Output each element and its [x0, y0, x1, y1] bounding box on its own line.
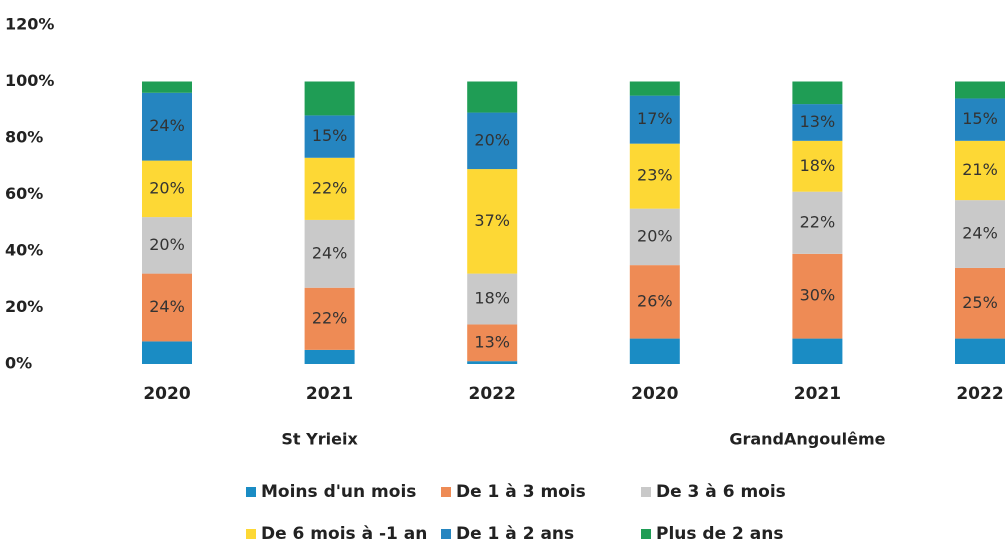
legend-swatch [441, 529, 451, 539]
bar-segment [792, 338, 843, 364]
x-tick-label: 2021 [306, 384, 353, 404]
y-tick-label: 60% [5, 184, 43, 203]
legend-swatch [246, 487, 256, 497]
y-tick-label: 20% [5, 297, 43, 316]
legend-swatch [246, 529, 256, 539]
y-tick-label: 0% [5, 354, 32, 373]
data-label: 30% [800, 286, 836, 305]
group-label: GrandAngoulême [729, 430, 885, 449]
bar-segment [304, 287, 355, 350]
legend-swatch [641, 529, 651, 539]
y-tick-label: 100% [5, 71, 54, 90]
x-tick-label: 2020 [143, 384, 190, 404]
bar-segment [792, 253, 843, 339]
bar-segment [629, 338, 680, 364]
data-label: 24% [962, 224, 998, 243]
bar-segment [629, 208, 680, 266]
bar-segment [955, 200, 1005, 268]
bar-segment [304, 115, 355, 158]
x-tick-label: 2021 [794, 384, 841, 404]
bar-segment [629, 143, 680, 209]
data-label: 13% [800, 112, 836, 131]
data-label: 18% [800, 156, 836, 175]
data-label: 15% [962, 109, 998, 128]
data-label: 21% [962, 160, 998, 179]
bar-segment [304, 219, 355, 288]
bar-segment [955, 140, 1005, 201]
data-label: 22% [312, 308, 348, 327]
data-label: 20% [149, 235, 185, 254]
bar-segment [955, 267, 1005, 339]
bar-segment [792, 104, 843, 141]
bar-segment [142, 81, 192, 93]
legend-label: De 6 mois à -1 an [261, 524, 427, 543]
bar-segment [142, 273, 192, 342]
legend-swatch [441, 487, 451, 497]
legend-label: De 1 à 3 mois [456, 482, 586, 502]
bar-segment [304, 157, 355, 220]
x-tick-label: 2022 [469, 384, 516, 404]
data-label: 18% [474, 289, 510, 308]
y-tick-label: 120% [5, 15, 54, 34]
bar-segment [629, 95, 680, 144]
data-label: 13% [474, 332, 510, 351]
legend-label: De 3 à 6 mois [656, 482, 786, 502]
bar-segment [792, 81, 843, 105]
legend-swatch [641, 487, 651, 497]
y-tick-label: 40% [5, 241, 43, 260]
bar-segment [304, 349, 355, 364]
bar-segment [792, 140, 843, 192]
bar-segment [629, 265, 680, 339]
legend-label: Plus de 2 ans [656, 524, 783, 543]
data-label: 26% [637, 291, 673, 310]
data-label: 20% [149, 178, 185, 197]
bar-segment [467, 81, 518, 113]
data-label: 15% [312, 126, 348, 145]
bar-segment [467, 361, 518, 364]
legend-label: Moins d'un mois [261, 482, 416, 502]
x-tick-label: 2020 [631, 384, 678, 404]
bar-segment [629, 81, 680, 96]
y-tick-label: 80% [5, 128, 43, 147]
data-label: 22% [800, 212, 836, 231]
bar-segment [955, 98, 1005, 141]
bar-segment [467, 169, 518, 274]
bar-segment [142, 217, 192, 274]
bar-segment [792, 191, 843, 254]
group-label: St Yrieix [281, 430, 358, 449]
x-tick-label: 2022 [956, 384, 1003, 404]
data-label: 20% [637, 226, 673, 245]
bar-segment [467, 112, 518, 170]
bar-segment [304, 81, 355, 116]
bar-segment [142, 92, 192, 161]
data-label: 23% [637, 166, 673, 185]
data-label: 37% [474, 211, 510, 230]
data-label: 17% [637, 109, 673, 128]
data-label: 22% [312, 178, 348, 197]
bar-segment [955, 338, 1005, 364]
bar-segment [142, 341, 192, 364]
bar-segment [467, 273, 518, 325]
bar-segment [955, 81, 1005, 99]
data-label: 25% [962, 293, 998, 312]
bar-segment [142, 160, 192, 218]
data-label: 24% [312, 243, 348, 262]
data-label: 20% [474, 130, 510, 149]
legend-label: De 1 à 2 ans [456, 524, 574, 543]
data-label: 24% [149, 297, 185, 316]
data-label: 24% [149, 116, 185, 135]
bar-segment [467, 324, 518, 362]
